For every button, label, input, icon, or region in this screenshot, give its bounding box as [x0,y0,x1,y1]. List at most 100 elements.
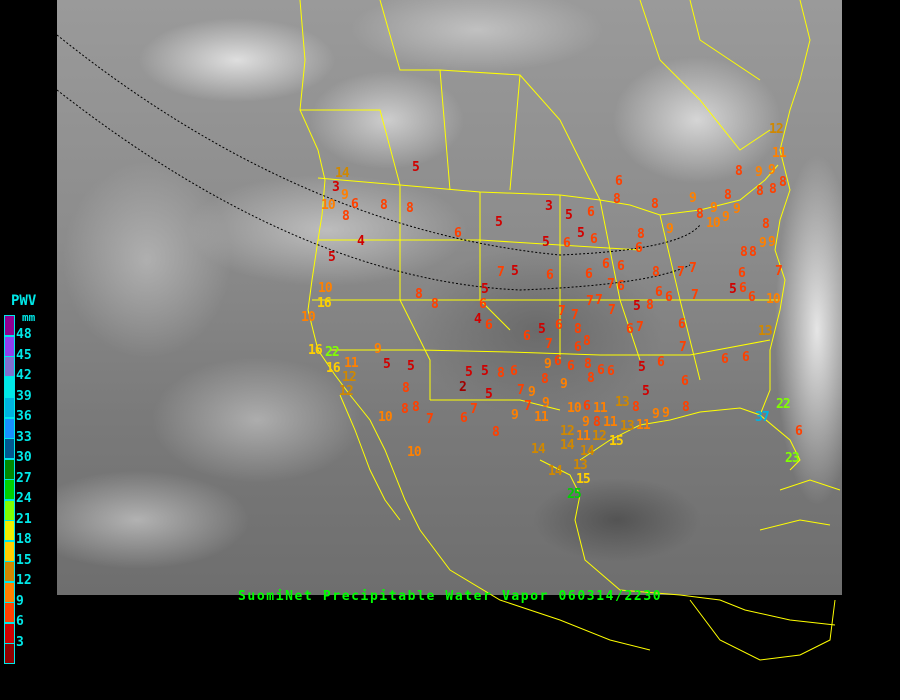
station-pwv-value: 7 [689,261,697,276]
station-pwv-value: 2 [459,380,467,395]
station-pwv-value: 8 [779,175,787,190]
station-pwv-value: 10 [318,281,333,296]
station-pwv-value: 22 [325,345,340,360]
station-pwv-value: 22 [776,397,791,412]
station-pwv-value: 4 [474,312,482,327]
station-pwv-value: 6 [563,236,571,251]
map-caption: SuomiNet Precipitable Water Vapor 060314… [238,589,663,604]
legend-swatch [4,602,15,623]
station-pwv-value: 6 [523,329,531,344]
legend-swatch [4,335,15,357]
station-pwv-value: 6 [607,364,615,379]
station-pwv-value: 10 [321,198,336,213]
station-pwv-value: 6 [655,285,663,300]
station-pwv-value: 13 [620,419,635,434]
station-pwv-value: 5 [481,282,489,297]
station-pwv-value: 8 [632,400,640,415]
station-pwv-value: 11 [534,410,549,425]
station-pwv-value: 5 [481,364,489,379]
legend-swatch [4,458,15,480]
station-pwv-value: 6 [485,318,493,333]
station-pwv-value: 14 [335,166,350,181]
station-pwv-value: 11 [576,429,591,444]
station-pwv-value: 7 [571,308,579,323]
station-pwv-value: 6 [795,424,803,439]
station-pwv-value: 6 [678,317,686,332]
legend-swatch [4,417,15,439]
station-pwv-value: 8 [342,209,350,224]
station-pwv-value: 6 [742,350,750,365]
station-pwv-value: 8 [431,297,439,312]
legend-swatch [4,499,15,521]
station-pwv-value: 15 [609,434,624,449]
station-pwv-value: 8 [749,245,757,260]
station-pwv-value: 5 [577,226,585,241]
station-pwv-value: 6 [590,232,598,247]
station-pwv-value: 8 [646,298,654,313]
station-pwv-value: 6 [587,205,595,220]
station-pwv-value: 10 [378,410,393,425]
station-pwv-value: 6 [617,259,625,274]
legend-label: 24 [16,491,32,506]
station-pwv-value: 5 [542,235,550,250]
legend-title: PWV [11,293,37,309]
station-pwv-value: 6 [615,174,623,189]
station-pwv-value: 7 [607,277,615,292]
legend-label: 18 [16,532,32,547]
legend-swatch [4,540,15,562]
station-pwv-value: 6 [721,352,729,367]
station-pwv-value: 5 [565,208,573,223]
station-pwv-value: 5 [485,387,493,402]
legend-label: 30 [16,450,32,465]
legend-swatch [4,315,15,336]
station-pwv-value: 16 [317,296,332,311]
station-pwv-value: 6 [626,322,634,337]
station-pwv-value: 14 [548,464,563,479]
station-pwv-value: 5 [407,359,415,374]
station-pwv-value: 16 [308,343,323,358]
legend-label: 15 [16,552,32,568]
station-pwv-value: 9 [374,342,382,357]
legend-label: 36 [16,409,32,424]
station-pwv-value: 12 [342,370,357,385]
legend-swatch [4,397,15,418]
station-pwv-value: 8 [406,201,414,216]
station-pwv-value: 8 [584,357,592,372]
station-pwv-value: 7 [679,340,687,355]
station-pwv-value: 6 [583,399,591,414]
station-pwv-value: 6 [567,359,575,374]
legend-swatch [4,561,15,582]
station-pwv-value: 6 [602,257,610,272]
station-pwv-value: 8 [724,188,732,203]
station-pwv-value: 8 [756,184,764,199]
legend-label: 33 [16,429,32,445]
station-pwv-value: 11 [593,401,608,416]
station-pwv-value: 12 [592,429,607,444]
station-pwv-value: 6 [738,266,746,281]
legend-label: 9 [16,593,24,609]
station-pwv-value: 5 [638,360,646,375]
station-pwv-value: 16 [326,361,341,376]
station-pwv-value: 11 [636,418,651,433]
station-pwv-value: 10 [407,445,422,460]
station-pwv-value: 7 [497,265,505,280]
station-pwv-value: 11 [344,356,359,371]
station-pwv-value: 12 [339,384,354,399]
legend-swatch [4,520,15,541]
station-pwv-value: 8 [574,322,582,337]
station-pwv-value: 8 [401,402,409,417]
station-pwv-value: 8 [497,366,505,381]
station-pwv-value: 8 [637,227,645,242]
legend-swatch [4,581,15,603]
legend-label: 12 [16,573,32,588]
station-pwv-value: 8 [583,334,591,349]
station-pwv-value: 6 [617,279,625,294]
station-pwv-value: 9 [768,235,776,250]
station-pwv-value: 7 [775,264,783,279]
station-pwv-value: 5 [465,365,473,380]
station-pwv-value: 14 [531,442,546,457]
station-pwv-value: 7 [595,293,603,308]
station-pwv-value: 8 [415,287,423,302]
